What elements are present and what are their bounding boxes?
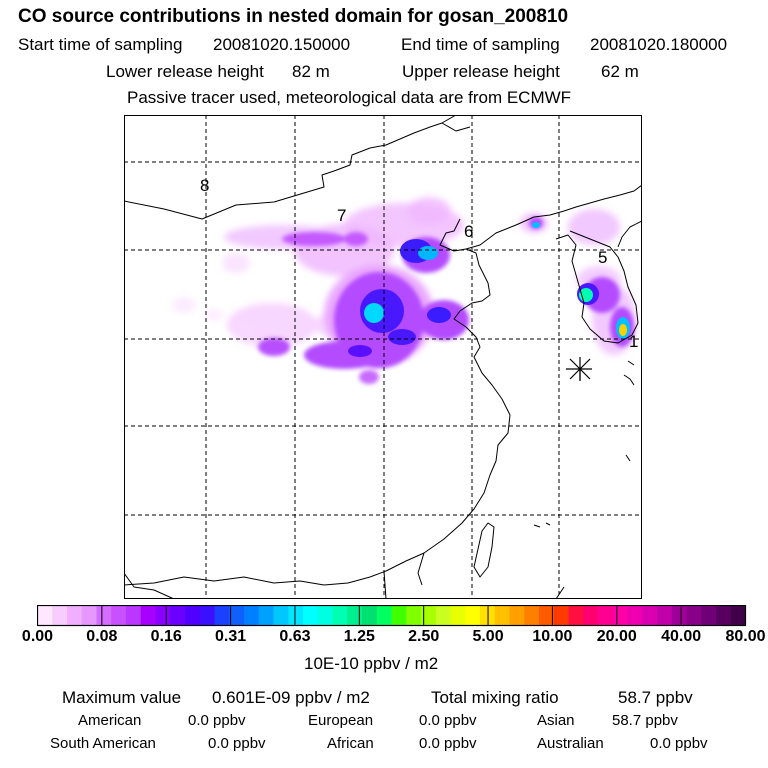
total-mixing-value: 58.7 ppbv <box>618 688 693 707</box>
total-mixing-label: Total mixing ratio <box>431 688 559 707</box>
african-value: 0.0 ppbv <box>419 735 477 752</box>
colorbar-cell <box>229 605 245 626</box>
colorbar-tick-label: 1.25 <box>343 628 375 645</box>
colorbar-cell <box>199 605 215 626</box>
colorbar-cell <box>52 605 68 626</box>
colorbar-cell <box>642 605 658 626</box>
colorbar-cell <box>598 605 614 626</box>
start-time-value: 20081020.150000 <box>213 35 351 54</box>
australian-value: 0.0 ppbv <box>650 735 708 752</box>
colorbar-cell <box>37 605 53 626</box>
region-label-8: 8 <box>200 176 209 195</box>
colorbar-cell <box>450 605 466 626</box>
region-labels: 8 7 6 5 1 <box>200 176 638 351</box>
asterisk-icon <box>566 357 592 381</box>
colorbar-cell <box>155 605 171 626</box>
colorbar-cell <box>67 605 83 626</box>
page-title: CO source contributions in nested domain… <box>18 6 569 27</box>
tracer-note: Passive tracer used, meteorological data… <box>127 88 572 107</box>
colorbar-cell <box>258 605 274 626</box>
lower-height-value: 82 m <box>292 62 330 81</box>
source-contribution-map: 8 7 6 5 1 <box>124 115 642 599</box>
colorbar-tick-label: 10.00 <box>532 628 573 645</box>
colorbar-cell <box>612 605 628 626</box>
african-label: African <box>327 735 374 752</box>
colorbar-cell <box>524 605 540 626</box>
coastlines <box>124 115 642 599</box>
colorbar-cell <box>214 605 230 626</box>
upper-height-value: 62 m <box>601 62 639 81</box>
colorbar-cell <box>317 605 333 626</box>
european-label: European <box>308 712 374 729</box>
colorbar-cell <box>288 605 304 626</box>
colorbar-cell <box>509 605 525 626</box>
colorbar-cell <box>347 605 363 626</box>
colorbar-cell <box>568 605 584 626</box>
colorbar-tick-label: 0.63 <box>279 628 311 645</box>
asian-value: 58.7 ppbv <box>612 712 678 729</box>
colorbar <box>37 605 747 627</box>
colorbar-cell <box>583 605 599 626</box>
colorbar-cell <box>170 605 186 626</box>
colorbar-cell <box>185 605 201 626</box>
colorbar-cell <box>657 605 673 626</box>
colorbar-cell <box>553 605 569 626</box>
colorbar-cell <box>465 605 481 626</box>
region-label-5: 5 <box>598 248 607 267</box>
colorbar-cell <box>111 605 127 626</box>
region-label-7: 7 <box>337 206 346 225</box>
colorbar-cell <box>686 605 702 626</box>
max-value-label: Maximum value <box>62 688 182 707</box>
european-value: 0.0 ppbv <box>419 712 477 729</box>
colorbar-tick-label: 40.00 <box>661 628 702 645</box>
colorbar-cell <box>406 605 422 626</box>
colorbar-tick-label: 0.31 <box>215 628 247 645</box>
colorbar-cell <box>273 605 289 626</box>
south-american-value: 0.0 ppbv <box>208 735 266 752</box>
asian-label: Asian <box>537 712 575 729</box>
colorbar-cell <box>701 605 717 626</box>
colorbar-tick-label: 0.16 <box>150 628 182 645</box>
colorbar-cell <box>332 605 348 626</box>
australian-label: Australian <box>537 735 604 752</box>
colorbar-cell <box>244 605 260 626</box>
colorbar-cell <box>126 605 142 626</box>
colorbar-cell <box>303 605 319 626</box>
end-time-value: 20081020.180000 <box>590 35 728 54</box>
colorbar-cell <box>391 605 407 626</box>
american-label: American <box>78 712 142 729</box>
colorbar-cell <box>730 605 746 626</box>
colorbar-tick-label: 0.00 <box>21 628 54 645</box>
colorbar-cell <box>716 605 732 626</box>
upper-height-label: Upper release height <box>402 62 560 81</box>
south-american-label: South American <box>50 735 156 752</box>
colorbar-cell <box>435 605 451 626</box>
colorbar-cell <box>140 605 156 626</box>
colorbar-cell <box>494 605 510 626</box>
colorbar-unit: 10E-10 ppbv / m2 <box>304 654 439 673</box>
region-label-6: 6 <box>464 222 473 241</box>
colorbar-cell <box>421 605 437 626</box>
colorbar-tick-label: 5.00 <box>472 628 504 645</box>
colorbar-tick-label: 2.50 <box>408 628 440 645</box>
american-value: 0.0 ppbv <box>188 712 246 729</box>
colorbar-tick-label: 80.00 <box>725 628 766 645</box>
colorbar-cell <box>376 605 392 626</box>
map-frame <box>124 115 642 599</box>
colorbar-cell <box>539 605 555 626</box>
max-value: 0.601E-09 ppbv / m2 <box>212 688 370 707</box>
colorbar-cell <box>96 605 112 626</box>
colorbar-tick-label: 0.08 <box>86 628 118 645</box>
colorbar-cell <box>627 605 643 626</box>
region-label-1: 1 <box>629 332 638 351</box>
colorbar-cell <box>81 605 97 626</box>
colorbar-tick-label: 20.00 <box>596 628 637 645</box>
start-time-label: Start time of sampling <box>18 35 183 54</box>
colorbar-cell <box>362 605 378 626</box>
end-time-label: End time of sampling <box>401 35 560 54</box>
lower-height-label: Lower release height <box>106 62 264 81</box>
colorbar-cell <box>671 605 687 626</box>
plume-core <box>348 222 630 357</box>
